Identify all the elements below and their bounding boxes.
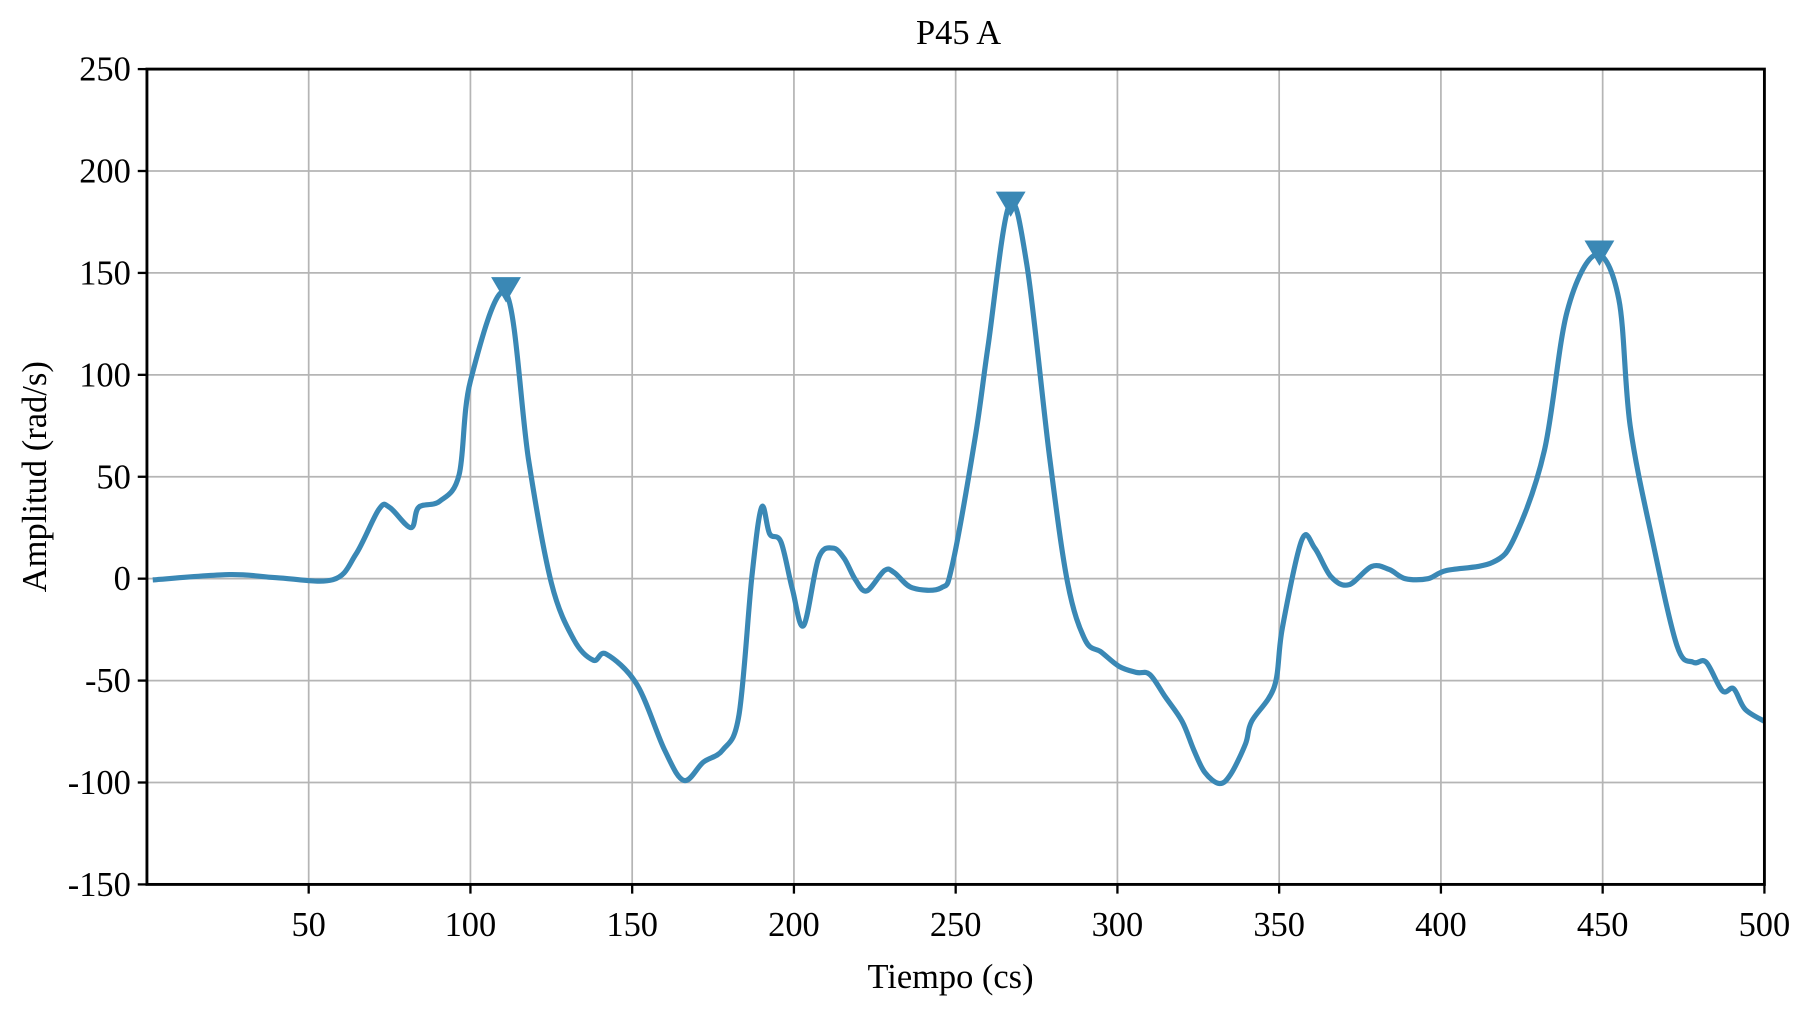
y-tick-label: -100 — [68, 764, 131, 802]
x-tick-label: 250 — [930, 906, 982, 944]
x-tick-label: 150 — [606, 906, 658, 944]
y-tick-label: 100 — [79, 356, 131, 394]
y-tick-label: 200 — [79, 152, 131, 190]
y-tick-label: -50 — [85, 662, 131, 700]
x-axis-ticks: 50 100 150 200 250 300 350 400 450 500 — [291, 884, 1790, 944]
x-axis-label: Tiempo (cs) — [867, 958, 1033, 996]
chart-title: P45 A — [916, 14, 1001, 52]
plot-frame — [145, 67, 1766, 886]
y-tick-label: 150 — [79, 254, 131, 292]
x-tick-label: 350 — [1253, 906, 1305, 944]
y-tick-label: -150 — [68, 866, 131, 904]
series-line — [152, 199, 1766, 787]
grid-lines — [146, 68, 1766, 886]
x-tick-label: 400 — [1415, 906, 1467, 944]
y-tick-label: 250 — [79, 51, 131, 89]
x-tick-label: 450 — [1577, 906, 1629, 944]
x-tick-label: 100 — [445, 906, 497, 944]
y-axis-label: Amplitud (rad/s) — [16, 361, 54, 592]
y-tick-label: 0 — [114, 560, 131, 598]
x-tick-label: 500 — [1739, 906, 1791, 944]
x-tick-label: 300 — [1092, 906, 1144, 944]
y-axis-ticks: -150 -100 -50 0 50 100 150 200 250 — [68, 51, 147, 904]
peak-markers — [491, 191, 1615, 303]
y-tick-label: 50 — [96, 458, 130, 496]
peak-marker-triangle — [491, 277, 521, 303]
peak-marker-triangle — [1584, 240, 1615, 266]
x-tick-label: 200 — [768, 906, 820, 944]
x-tick-label: 50 — [291, 906, 325, 944]
peak-marker-triangle — [995, 191, 1026, 217]
